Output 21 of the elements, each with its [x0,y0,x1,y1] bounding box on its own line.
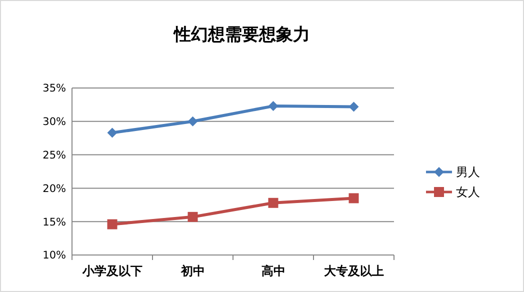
y-tick-label: 30% [42,116,66,128]
y-tick-label: 20% [42,182,66,195]
legend-label: 女人 [456,185,480,200]
point [188,212,198,222]
point [348,193,359,204]
y-tick-label: 10% [42,250,66,262]
y-tick-label: 15% [42,216,66,228]
x-tick-label: 初中 [180,264,205,278]
point [107,128,118,138]
point [188,116,198,126]
x-tick-label: 大专及以上 [324,264,384,278]
point [107,219,118,230]
point [268,101,278,112]
point [348,102,359,112]
y-tick-label: 35% [42,82,66,95]
chart-title: 性幻想需要想象力 [173,25,310,45]
legend-label: 男人 [456,165,480,180]
x-tick-label: 小学及以下 [81,264,142,278]
y-tick-label: 25% [42,149,66,162]
point [268,198,278,208]
x-tick-label: 高中 [261,264,286,278]
